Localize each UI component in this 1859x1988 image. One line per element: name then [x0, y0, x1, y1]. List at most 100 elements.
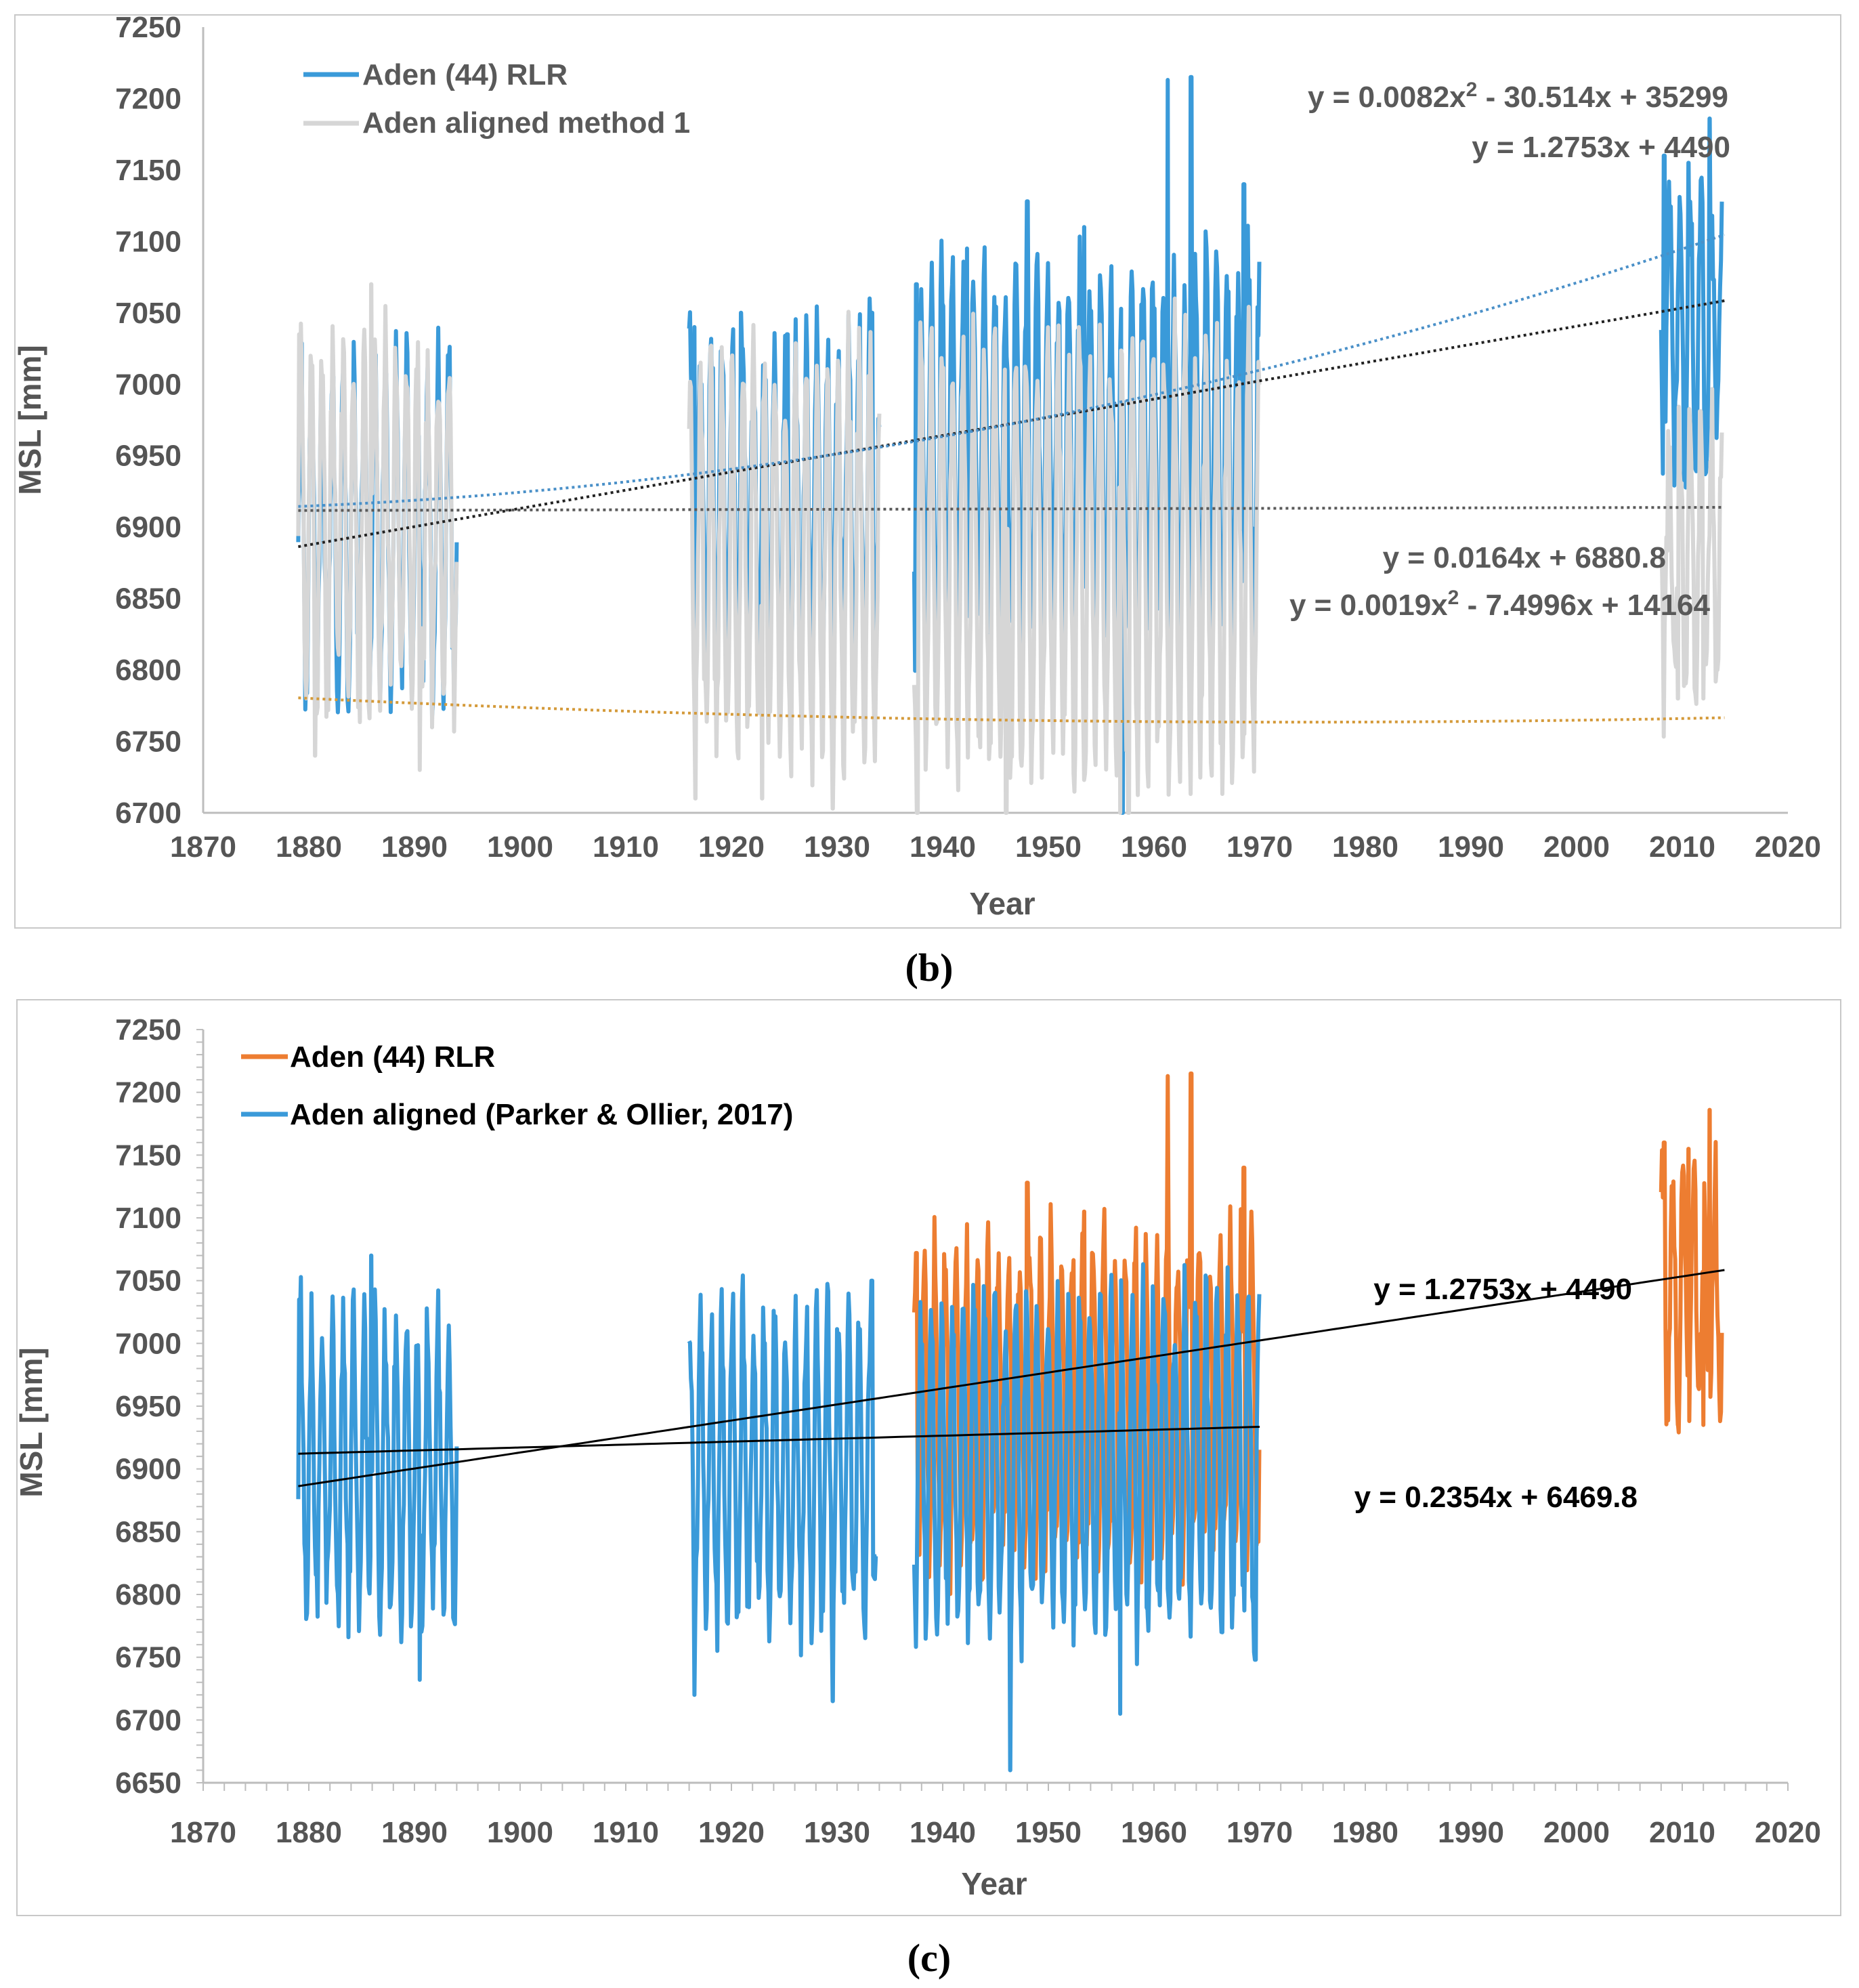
y-tick-label: 7200	[115, 1076, 181, 1109]
y-tick-label: 6950	[115, 440, 181, 473]
y-tick-label: 6650	[115, 1767, 181, 1800]
legend-label-aden-aligned: Aden aligned method 1	[362, 106, 690, 140]
y-tick-label: 6950	[115, 1390, 181, 1423]
x-tick-label: 1970	[1226, 1816, 1293, 1849]
series-line-segment	[296, 1253, 459, 1682]
x-tick-label: 1880	[276, 1816, 342, 1849]
x-tick-label: 1990	[1438, 830, 1504, 864]
x-tick-label: 1980	[1332, 830, 1398, 864]
y-tick-label: 6800	[115, 1578, 181, 1611]
series-aden-aligned-method-1	[296, 282, 1724, 815]
y-tick-label: 7200	[115, 82, 181, 115]
y-tick-label: 7050	[115, 297, 181, 330]
legend-label-aden-aligned: Aden aligned (Parker & Ollier, 2017)	[290, 1098, 793, 1131]
series-line-segment	[687, 1273, 878, 1704]
panel-c-trendlines	[298, 1269, 1725, 1487]
x-tick-label: 1960	[1121, 830, 1187, 864]
panel-c-x-axis-label: Year	[961, 1866, 1027, 1901]
equation-linear-aligned: y = 0.2354x + 6469.8	[1354, 1481, 1638, 1514]
x-tick-label: 2000	[1543, 1816, 1610, 1849]
y-tick-label: 7000	[115, 368, 181, 401]
panel-c-y-axis-label: MSL [mm]	[14, 1347, 49, 1498]
x-tick-label: 1900	[487, 1816, 553, 1849]
y-tick-label: 7250	[115, 11, 181, 44]
y-tick-label: 6850	[115, 1515, 181, 1548]
x-tick-label: 1950	[1015, 830, 1082, 864]
legend-label-aden-rlr: Aden (44) RLR	[290, 1040, 495, 1074]
x-tick-label: 1870	[170, 1816, 236, 1849]
panel-b-y-axis-label: MSL [mm]	[12, 345, 47, 495]
equation-quadratic-rlr: y = 0.0082x2 - 30.514x + 35299	[1308, 79, 1728, 114]
y-tick-label: 6750	[115, 1641, 181, 1674]
x-tick-label: 1960	[1121, 1816, 1187, 1849]
y-tick-label: 7150	[115, 154, 181, 187]
y-tick-label: 6800	[115, 654, 181, 687]
panel-c-tick-labels: 1870 1880 1890 1900 1910 1920 1930 1940 1950 1960…	[115, 1013, 1821, 1849]
x-tick-label: 1950	[1015, 1816, 1082, 1849]
x-tick-label: 1920	[698, 1816, 765, 1849]
series-line-segment	[912, 1262, 1262, 1773]
series-line-segment	[687, 310, 882, 811]
x-tick-label: 2010	[1649, 1816, 1715, 1849]
trendline-linear-3	[298, 506, 1725, 512]
y-tick-label: 6750	[115, 725, 181, 759]
series-line-segment	[912, 296, 1262, 815]
y-tick-label: 7000	[115, 1327, 181, 1360]
y-tick-label: 7250	[115, 1013, 181, 1046]
y-tick-label: 6850	[115, 583, 181, 616]
y-tick-label: 7150	[115, 1139, 181, 1172]
panel-b-legend: Aden (44) RLR Aden aligned method 1	[303, 58, 690, 140]
trendline-linear-1	[298, 1269, 1725, 1487]
equation-quadratic-aligned: y = 0.0019x2 - 7.4996x + 14164	[1289, 587, 1711, 622]
y-tick-label: 7050	[115, 1265, 181, 1298]
trendline-linear-2	[298, 1426, 1260, 1455]
trendline-quadratic-4	[298, 696, 1725, 724]
x-tick-label: 2000	[1543, 830, 1610, 864]
x-tick-label: 1980	[1332, 1816, 1398, 1849]
x-tick-label: 1940	[910, 1816, 976, 1849]
series-line-segment	[1659, 387, 1724, 739]
series-line-segment	[1659, 117, 1724, 490]
x-tick-label: 1970	[1226, 830, 1293, 864]
x-tick-label: 1870	[170, 830, 236, 864]
y-tick-label: 6700	[115, 1704, 181, 1737]
y-tick-label: 6900	[115, 511, 181, 544]
x-tick-label: 1940	[910, 830, 976, 864]
x-tick-label: 1930	[804, 1816, 870, 1849]
trendline-quadratic-2	[298, 233, 1726, 508]
x-tick-label: 2020	[1755, 1816, 1821, 1849]
x-tick-label: 1990	[1438, 1816, 1504, 1849]
legend-label-aden-rlr: Aden (44) RLR	[362, 58, 568, 91]
x-tick-label: 1900	[487, 830, 553, 864]
y-tick-label: 6700	[115, 797, 181, 830]
equation-linear-rlr: y = 1.2753x + 4490	[1373, 1273, 1632, 1306]
x-tick-label: 1930	[804, 830, 870, 864]
panel-b-chart: 1870 1880 1890 1900 1910 1920 1930 1940 1950 1960…	[12, 11, 1841, 929]
y-tick-label: 6900	[115, 1453, 181, 1486]
panel-c-legend: Aden (44) RLR Aden aligned (Parker & Oll…	[241, 1040, 793, 1131]
panel-b-axes	[202, 27, 1788, 814]
x-tick-label: 2020	[1755, 830, 1821, 864]
panel-b-tick-labels: 1870 1880 1890 1900 1910 1920 1930 1940 1950 1960…	[115, 11, 1821, 864]
series-line-segment	[1659, 1107, 1724, 1435]
panel-c-series	[296, 1071, 1724, 1773]
panel-b-caption: (b)	[905, 946, 954, 990]
panel-c-chart: 1870 1880 1890 1900 1910 1920 1930 1940 1950 1960…	[14, 999, 1841, 1916]
panel-c-axes	[196, 1029, 1789, 1791]
panel-b-frame	[14, 14, 1841, 929]
x-tick-label: 1910	[593, 830, 659, 864]
panel-c-caption: (c)	[907, 1936, 951, 1980]
x-tick-label: 2010	[1649, 830, 1715, 864]
panel-b-series	[296, 75, 1724, 815]
series-line-segment	[296, 282, 459, 772]
panel-b-x-axis-label: Year	[969, 886, 1035, 921]
x-tick-label: 1890	[381, 830, 448, 864]
x-tick-label: 1920	[698, 830, 765, 864]
panel-c-frame	[16, 999, 1841, 1916]
panel-b-trendlines	[298, 233, 1726, 724]
equation-linear-aligned: y = 0.0164x + 6880.8	[1383, 541, 1666, 574]
x-tick-label: 1910	[593, 1816, 659, 1849]
equation-linear-rlr: y = 1.2753x + 4490	[1472, 131, 1730, 164]
x-tick-label: 1890	[381, 1816, 448, 1849]
